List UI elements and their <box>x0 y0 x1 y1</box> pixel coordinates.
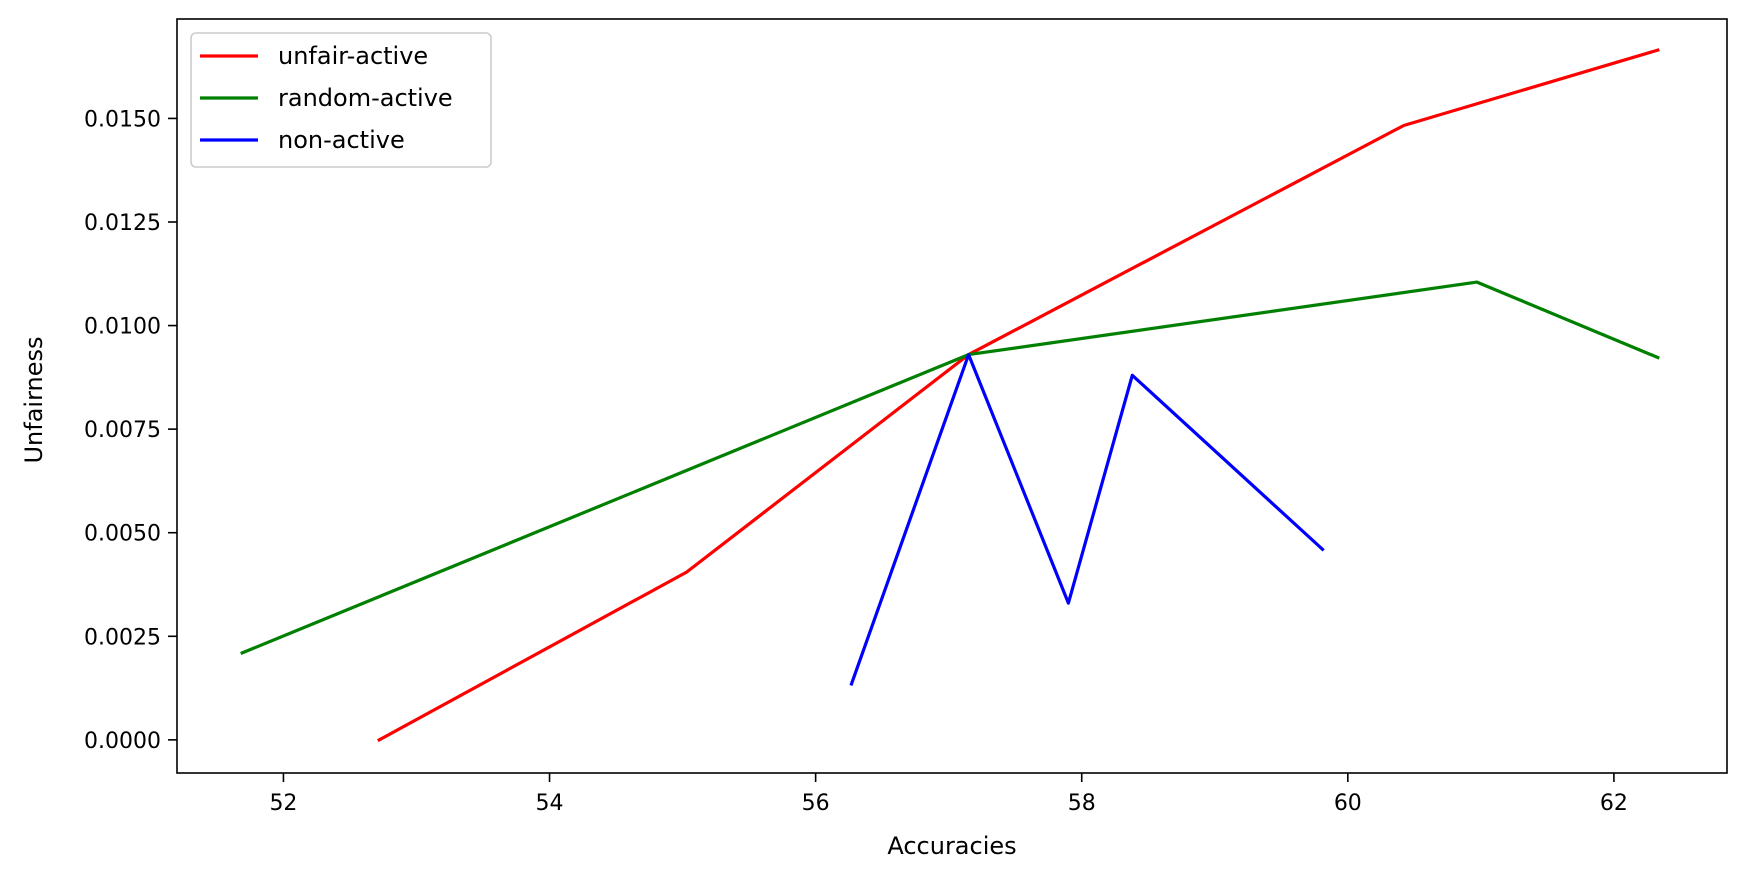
y-tick-label: 0.0025 <box>84 625 161 650</box>
legend: unfair-active random-active non-active <box>190 32 492 168</box>
x-axis-ticks: 52 54 56 58 60 62 <box>269 773 1628 816</box>
x-tick-label: 52 <box>269 791 297 816</box>
x-tick-label: 62 <box>1600 791 1628 816</box>
legend-label-random-active: random-active <box>278 84 453 112</box>
series-line-non-active <box>849 353 1325 686</box>
y-tick-label: 0.0125 <box>84 211 161 236</box>
legend-label-non-active: non-active <box>278 126 405 154</box>
x-tick-label: 54 <box>536 791 564 816</box>
x-tick-label: 56 <box>802 791 830 816</box>
y-axis-ticks: 0.0000 0.0025 0.0050 0.0075 0.0100 0.0125 0.01… <box>84 107 177 754</box>
y-tick-label: 0.0050 <box>84 522 161 547</box>
y-tick-label: 0.0100 <box>84 315 161 340</box>
y-tick-label: 0.0000 <box>84 729 161 754</box>
series-line-random-active <box>240 280 1660 655</box>
y-tick-label: 0.0075 <box>84 418 161 443</box>
y-tick-label: 0.0150 <box>84 107 161 132</box>
series-lines <box>240 48 1660 743</box>
x-tick-label: 60 <box>1334 791 1362 816</box>
x-tick-label: 58 <box>1068 791 1096 816</box>
legend-box <box>190 32 492 168</box>
x-axis-label: Accuracies <box>887 832 1016 860</box>
legend-label-unfair-active: unfair-active <box>278 42 428 70</box>
y-axis-label: Unfairness <box>20 336 48 463</box>
plot-frame <box>176 18 1728 774</box>
